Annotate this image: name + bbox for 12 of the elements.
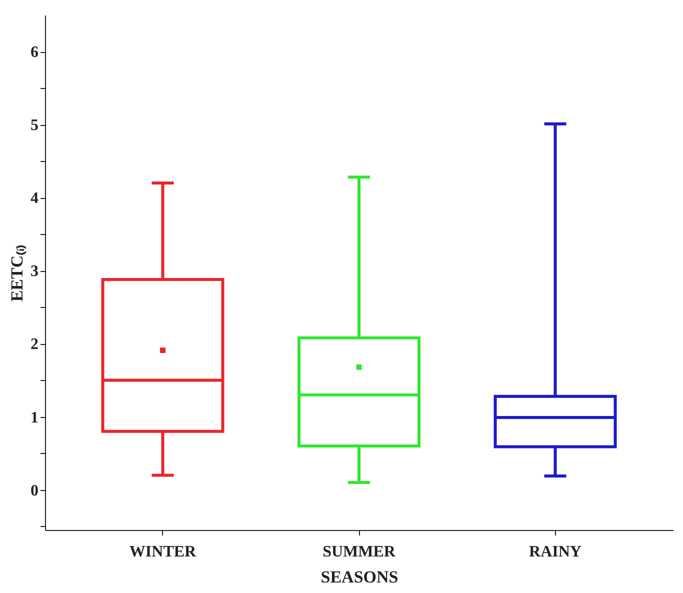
y-tick-label: 1 — [30, 409, 38, 426]
y-tick-label: 5 — [30, 117, 38, 134]
y-tick-label: 3 — [30, 263, 38, 280]
y-tick-label: 2 — [30, 336, 38, 354]
x-axis-title: SEASONS — [320, 568, 398, 586]
y-axis-title: EETC₍ᵢ₎ — [8, 244, 26, 302]
y-tick-label: 6 — [30, 44, 38, 62]
x-tick-label: WINTER — [129, 544, 197, 560]
x-tick-label: RAINY — [529, 544, 582, 560]
y-tick-label: 4 — [30, 190, 38, 208]
y-tick-label: 0 — [30, 482, 38, 500]
x-tick-label: SUMMER — [322, 544, 396, 560]
